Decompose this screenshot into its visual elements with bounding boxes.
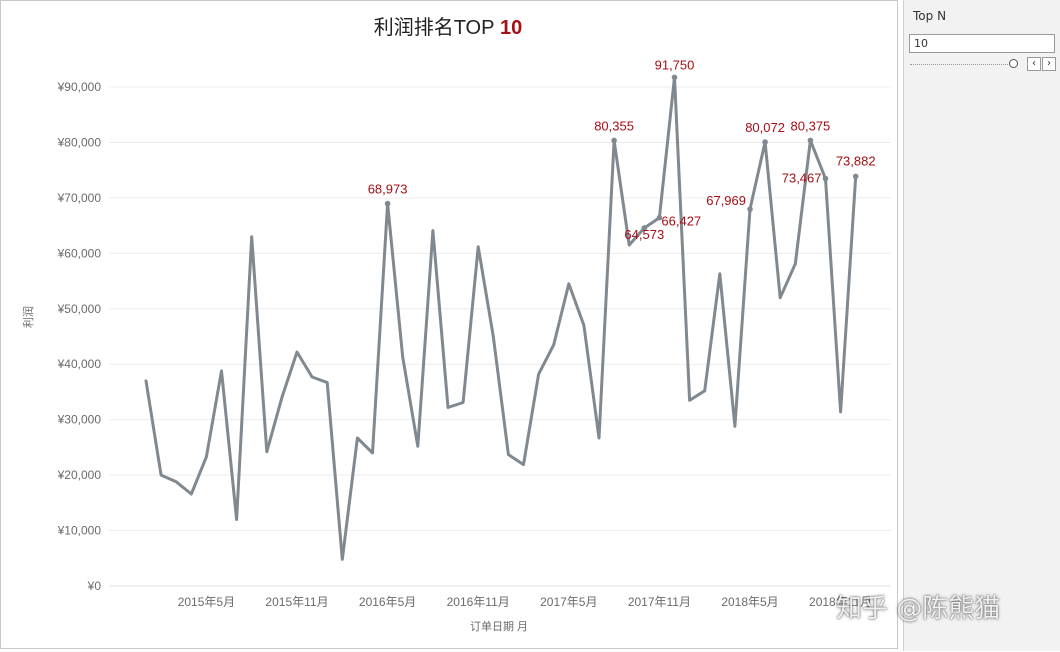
data-label: 64,573 xyxy=(624,227,664,242)
chart-title-text: 利润排名TOP xyxy=(374,16,495,39)
data-point xyxy=(807,137,814,144)
top-n-slider-track[interactable] xyxy=(910,64,1018,67)
data-label: 80,072 xyxy=(745,120,785,135)
series-line xyxy=(144,75,858,561)
data-point xyxy=(747,206,753,212)
top-n-input[interactable]: 10 xyxy=(909,34,1055,53)
data-label: 68,973 xyxy=(368,182,408,197)
x-tick-label: 2017年11月 xyxy=(628,595,691,609)
x-axis-title: 订单日期 月 xyxy=(470,620,528,633)
top-n-slider-handle[interactable] xyxy=(1009,59,1018,68)
y-tick-label: ¥90,000 xyxy=(57,80,102,94)
x-tick-label: 2018年11月 xyxy=(809,595,872,609)
y-tick-label: ¥0 xyxy=(87,579,102,593)
x-tick-label: 2015年11月 xyxy=(265,595,328,609)
data-label: 67,969 xyxy=(706,193,746,208)
data-label: 80,355 xyxy=(594,118,634,133)
data-point xyxy=(611,137,617,144)
y-tick-label: ¥80,000 xyxy=(57,135,102,149)
x-tick-label: 2018年5月 xyxy=(721,595,778,609)
data-point xyxy=(762,139,768,145)
x-tick-label: 2015年5月 xyxy=(178,595,235,609)
chart-title: 利润排名TOP 10 xyxy=(374,16,523,39)
chevron-right-icon[interactable]: › xyxy=(1042,57,1056,71)
top-n-title: Top N xyxy=(913,9,947,23)
y-tick-label: ¥10,000 xyxy=(57,524,102,538)
watermark: 知乎 @陈熊猫 xyxy=(836,594,1001,624)
data-point xyxy=(641,225,648,231)
chevron-left-icon[interactable]: ‹ xyxy=(1027,57,1041,71)
x-tick-label: 2016年5月 xyxy=(359,595,416,609)
data-point xyxy=(852,173,859,180)
y-tick-label: ¥20,000 xyxy=(57,468,102,482)
filter-panel: Top N 10 ‹ › xyxy=(903,0,1060,651)
x-tick-label: 2017年5月 xyxy=(540,595,597,609)
data-point xyxy=(656,214,663,221)
chart-panel: ¥0 ¥10,000 ¥20,000 ¥30,000 ¥40,000 ¥50,000 ¥60… xyxy=(0,0,898,649)
y-tick-label: ¥70,000 xyxy=(57,191,102,205)
y-tick-label: ¥40,000 xyxy=(57,357,102,371)
y-tick-label: ¥50,000 xyxy=(57,302,102,316)
y-tick-label: ¥60,000 xyxy=(57,246,102,260)
y-tick-label: ¥30,000 xyxy=(57,413,102,427)
x-tick-label: 2016年11月 xyxy=(447,595,510,609)
data-label: 91,750 xyxy=(655,57,695,72)
y-axis-title: 利润 xyxy=(21,306,35,328)
data-label: 73,467 xyxy=(782,171,822,186)
data-point xyxy=(822,175,829,182)
chart-title-highlight: 10 xyxy=(494,17,522,39)
data-point xyxy=(384,200,391,207)
data-label: 66,427 xyxy=(661,214,701,229)
data-label: 80,375 xyxy=(791,118,831,133)
data-label: 73,882 xyxy=(836,153,876,168)
line-chart: ¥0 ¥10,000 ¥20,000 ¥30,000 ¥40,000 ¥50,000 ¥60… xyxy=(21,16,891,633)
data-point xyxy=(671,74,678,81)
